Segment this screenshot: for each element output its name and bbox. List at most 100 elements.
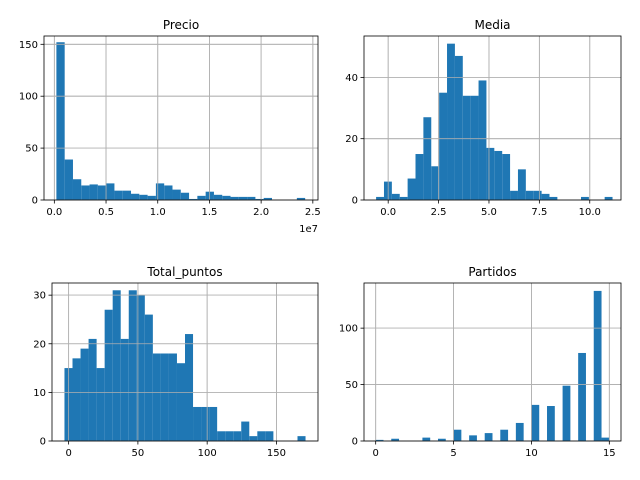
y-tick-label: 0	[40, 437, 46, 448]
histogram-bar	[139, 194, 148, 200]
histogram-bar	[96, 368, 105, 441]
histogram-bar	[72, 358, 81, 441]
x-tick-label: 150	[267, 448, 286, 459]
histogram-bar	[114, 190, 123, 200]
histogram-bar	[531, 404, 540, 441]
histogram-bar	[541, 193, 550, 200]
histogram-bar	[238, 196, 248, 200]
y-tick-label: 150	[19, 40, 38, 51]
y-tick-label: 50	[25, 144, 38, 155]
histogram-bar	[222, 195, 231, 200]
subplot-title: Total_puntos	[146, 265, 222, 279]
histogram-bar	[160, 353, 169, 441]
histogram-bar	[106, 183, 115, 200]
histogram-bar	[155, 183, 165, 200]
axes-frame	[51, 282, 319, 442]
histogram-bar	[454, 55, 463, 200]
histogram-bar	[136, 295, 145, 441]
histogram-bar	[469, 435, 477, 441]
histogram-bar	[547, 406, 555, 441]
y-tick-label: 0	[352, 196, 358, 207]
histogram-bar	[201, 406, 210, 441]
histogram-bar	[164, 185, 173, 200]
x-tick-label: 5	[450, 448, 456, 459]
subplot-3: 0 50 100 150 0 10 20 30 Total_puntos	[33, 265, 319, 459]
histogram-bar	[168, 353, 177, 441]
histogram-bar	[415, 154, 424, 200]
histogram-bar	[172, 189, 181, 200]
histogram-bar	[263, 197, 272, 200]
histogram-bar	[97, 185, 107, 200]
histogram-bar	[213, 194, 223, 200]
histogram-bar	[604, 196, 613, 200]
histogram-bar	[176, 363, 185, 441]
subplot-2: 0.0 2.5 5.0 7.5 10.0 0 20 40 Media	[345, 18, 622, 218]
x-tick-label: 0.5	[98, 207, 114, 218]
y-tick-label: 100	[339, 324, 358, 335]
subplot-title: Precio	[163, 18, 199, 32]
histogram-bar	[230, 196, 239, 200]
histogram-bar	[500, 429, 509, 441]
histogram-bar	[64, 159, 73, 200]
x-tick-label: 0	[65, 448, 71, 459]
y-tick-label: 20	[345, 134, 358, 145]
histogram-bar	[249, 436, 258, 441]
x-tick-label: 15	[603, 448, 616, 459]
histogram-bar	[549, 196, 558, 200]
subplot-4: 0 5 10 15 0 50 100 Partidos	[339, 265, 622, 459]
histogram-bar	[484, 433, 493, 441]
x-tick-label: 100	[198, 448, 217, 459]
y-tick-label: 50	[345, 380, 358, 391]
histogram-bar	[81, 185, 90, 200]
histogram-bar	[209, 406, 218, 441]
histogram-bar	[439, 92, 448, 200]
x-tick-label: 7.5	[531, 207, 547, 218]
histogram-bar	[517, 169, 526, 200]
axes-frame	[363, 35, 622, 201]
x-tick-label: 0.0	[46, 207, 62, 218]
histogram-bar	[578, 352, 586, 441]
histogram-bar	[562, 385, 571, 441]
x-tick-label: 2.5	[305, 207, 321, 218]
histogram-bar	[265, 431, 274, 441]
histogram-bar	[144, 314, 153, 441]
histogram-bar	[193, 406, 202, 441]
x-offset-label: 1e7	[299, 224, 318, 235]
histogram-bar	[112, 290, 121, 441]
histogram-bar	[478, 80, 487, 200]
histogram-bar	[131, 193, 140, 200]
y-tick-label: 0	[352, 437, 358, 448]
histogram-bar	[391, 193, 400, 200]
histogram-bar	[217, 431, 226, 441]
histogram-bar	[470, 95, 479, 200]
histogram-bar	[197, 195, 206, 200]
y-tick-label: 30	[33, 291, 46, 302]
histogram-bar	[375, 439, 384, 441]
histogram-bar	[525, 190, 534, 200]
histogram-bar	[72, 179, 82, 200]
histogram-bar	[462, 95, 471, 200]
subplot-title: Media	[474, 18, 510, 32]
axes-frame	[43, 35, 319, 201]
histogram-bar	[296, 197, 306, 200]
x-tick-label: 0	[372, 448, 378, 459]
histogram-bar	[486, 147, 495, 200]
histogram-bar	[147, 195, 156, 200]
histogram-bar	[56, 42, 65, 201]
histogram-bar	[233, 431, 242, 441]
x-tick-label: 5.0	[481, 207, 497, 218]
y-tick-label: 40	[345, 73, 358, 84]
histogram-bar	[189, 198, 198, 200]
histogram-bar	[241, 421, 250, 441]
histogram-bar	[593, 290, 602, 441]
x-tick-label: 50	[132, 448, 145, 459]
histogram-bar	[120, 338, 129, 441]
histogram-bar	[80, 348, 89, 441]
histogram-bar	[407, 178, 416, 200]
histogram-bar	[89, 184, 98, 200]
histogram-bar	[128, 290, 137, 441]
histogram-bar	[515, 422, 524, 441]
histogram-bar	[225, 431, 234, 441]
histogram-bar	[494, 150, 503, 200]
